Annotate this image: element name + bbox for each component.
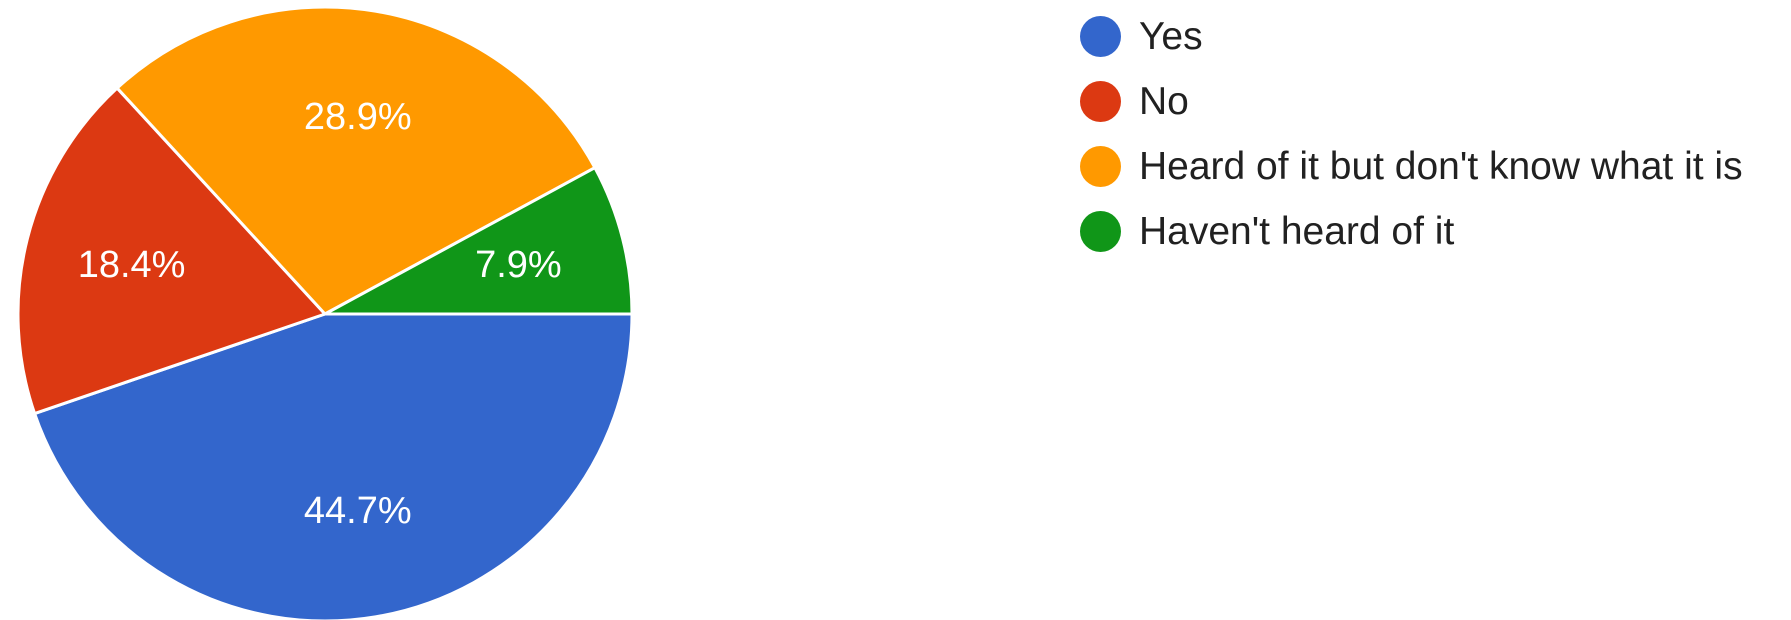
slice-label-yes: 44.7% [304, 490, 412, 532]
slice-label-havent-heard: 7.9% [475, 244, 562, 286]
legend-label-no: No [1139, 79, 1189, 123]
legend-label-heard-of-it: Heard of it but don't know what it is [1139, 144, 1743, 188]
legend-swatch-heard-of-it [1080, 146, 1121, 187]
legend-item-havent-heard[interactable]: Haven't heard of it [1080, 199, 1743, 264]
legend-item-no[interactable]: No [1080, 69, 1743, 134]
legend-label-yes: Yes [1139, 14, 1203, 58]
legend-swatch-yes [1080, 16, 1121, 57]
legend-swatch-havent-heard [1080, 211, 1121, 252]
legend-item-heard-of-it[interactable]: Heard of it but don't know what it is [1080, 134, 1743, 199]
legend-item-yes[interactable]: Yes [1080, 4, 1743, 69]
legend-label-havent-heard: Haven't heard of it [1139, 209, 1455, 253]
slice-label-no: 18.4% [78, 244, 186, 286]
pie-slice-no[interactable] [16, 86, 327, 416]
legend-swatch-no [1080, 81, 1121, 122]
pie-slice-heard-of-it[interactable] [115, 5, 597, 316]
chart-legend: Yes No Heard of it but don't know what i… [1080, 4, 1743, 264]
pie-slice-yes[interactable] [33, 312, 634, 620]
pie-slice-havent-heard[interactable] [323, 166, 634, 316]
slice-label-heard-of-it: 28.9% [304, 96, 412, 138]
